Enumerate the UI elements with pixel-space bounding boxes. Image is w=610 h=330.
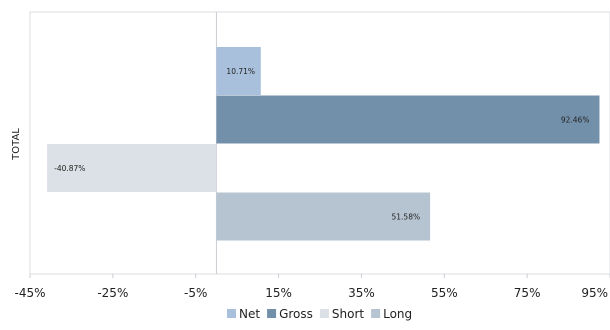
legend-label-short: Short [332,307,364,321]
legend-swatch-short [319,309,329,318]
legend-swatch-net [227,309,236,318]
x-tick-label: 35% [348,286,375,300]
data-label-long: 51.58% [392,213,421,222]
bar-gross [216,95,600,144]
bar-short [47,144,217,192]
bar-net [216,47,261,95]
legend-swatch-long [371,309,381,318]
plot-area [29,11,610,275]
data-label-short: -40.87% [54,164,85,173]
x-tick-label: -5% [184,286,207,300]
legend: Net Gross Short Long [227,307,412,321]
legend-swatch-gross [267,309,277,318]
x-tick-label: 15% [265,286,292,300]
category-label: TOTAL [11,128,22,161]
x-tick-label: 55% [431,286,458,300]
legend-label-long: Long [383,307,412,321]
bar-long [216,192,431,241]
x-tick-label: 75% [514,286,541,300]
data-label-gross: 92.46% [561,116,590,125]
x-tick-label: 95% [581,286,608,300]
x-tick-label: -45% [14,286,45,300]
x-tick-label: -25% [97,286,128,300]
data-label-net: 10.71% [226,67,255,76]
legend-label-net: Net [239,307,260,321]
legend-label-gross: Gross [279,307,313,321]
